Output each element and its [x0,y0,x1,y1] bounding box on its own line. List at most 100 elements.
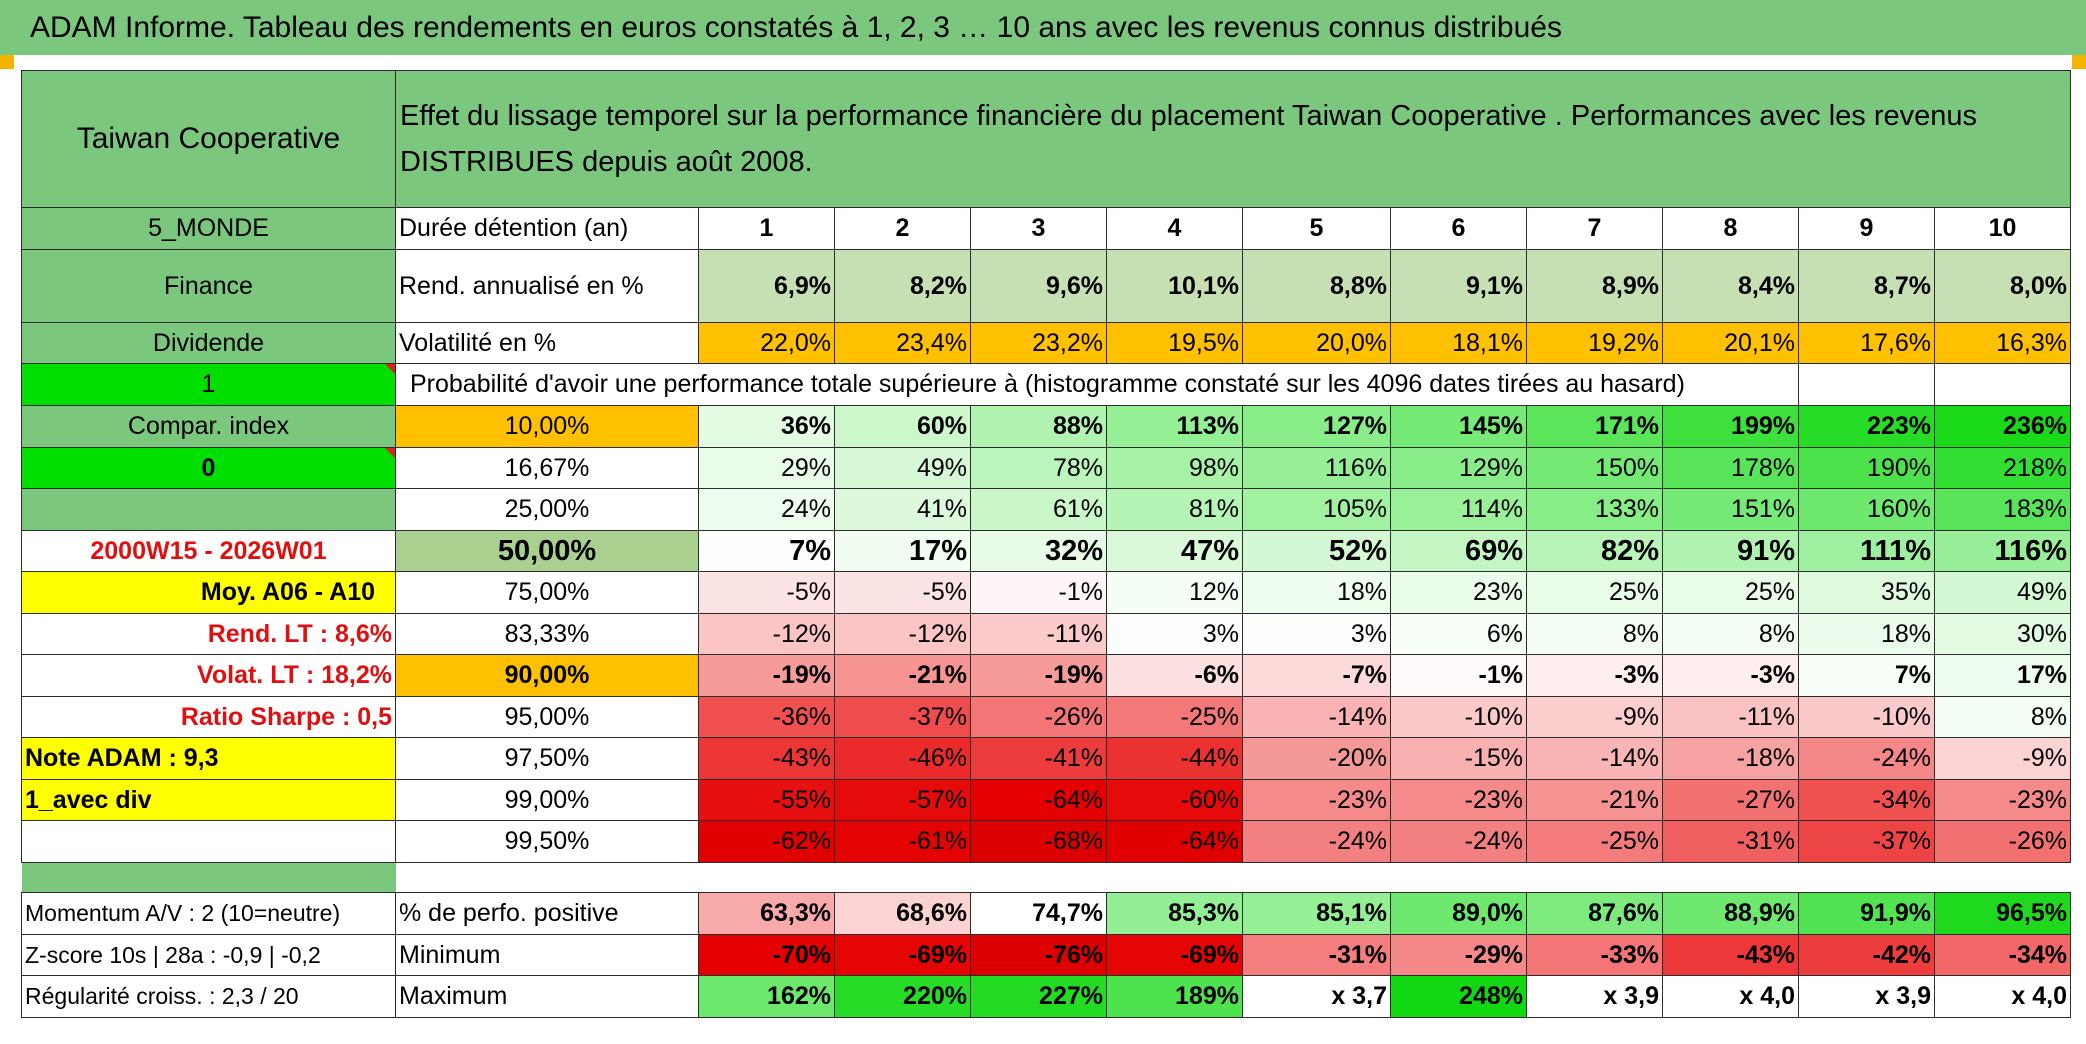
quantile-cell: -6% [1106,654,1243,697]
maximum-cell: x 3,7 [1242,975,1391,1018]
maximum-cell: x 4,0 [1934,975,2071,1018]
quantile-cell: -31% [1662,820,1799,863]
quantile-cell: 236% [1934,405,2071,448]
param-one[interactable]: 1 [21,363,396,406]
minimum-row: Z-score 10s | 28a : -0,9 | -0,2 Minimum … [21,934,2071,976]
volatility-label: Volatilité en % [395,322,699,364]
quantile-label: 99,50% [395,820,699,863]
quantile-cell: -11% [970,613,1107,655]
quantile-cell: 7% [1798,654,1935,697]
quantile-cell: 8% [1662,613,1799,655]
quantile-cell: -23% [1242,779,1391,821]
quantile-cell: 183% [1934,488,2071,531]
quantile-cell: 29% [698,447,835,489]
year-cell: 5 [1242,207,1391,250]
quantile-cell: -7% [1242,654,1391,697]
quantile-cell: 199% [1662,405,1799,448]
positive-cell: 85,3% [1106,892,1243,935]
adam-note-label: Note ADAM : 9,3 [21,737,396,780]
quantile-cell: -10% [1798,696,1935,738]
header-row: Taiwan Cooperative Effet du lissage temp… [21,70,2071,208]
quantile-cell: 25% [1526,571,1663,614]
year-cell: 2 [834,207,971,250]
quantile-cell: 12% [1106,571,1243,614]
quantile-row: Rend. LT : 8,6% 83,33% -12% -12% -11% 3%… [21,613,2071,655]
quantile-label: 50,00% [395,530,699,572]
minimum-cell: -43% [1662,934,1799,976]
quantile-cell: -24% [1242,820,1391,863]
maximum-cell: x 4,0 [1662,975,1799,1018]
quantile-cell: 218% [1934,447,2071,489]
quantile-cell: -19% [698,654,835,697]
quantile-cell: -14% [1242,696,1391,738]
positive-cell: 91,9% [1798,892,1935,935]
quantile-cell: 18% [1798,613,1935,655]
quantile-cell: -5% [698,571,835,614]
volatility-row: Dividende Volatilité en % 22,0% 23,4% 23… [21,322,2071,364]
zone-label: 5_MONDE [21,207,396,250]
positive-cell: 74,7% [970,892,1107,935]
empty-cell [1934,363,2071,406]
corner-marker [2072,55,2086,69]
compar-index-label: Compar. index [21,405,396,448]
year-cell: 6 [1390,207,1527,250]
quantile-cell: 151% [1662,488,1799,531]
type-label: Dividende [21,322,396,364]
volatility-cell: 17,6% [1798,322,1935,364]
quantile-cell: 114% [1390,488,1527,531]
quantile-cell: 23% [1390,571,1527,614]
quantile-cell: 171% [1526,405,1663,448]
positive-cell: 88,9% [1662,892,1799,935]
minimum-label: Minimum [395,934,699,976]
median-row: 2000W15 - 2026W01 50,00% 7% 17% 32% 47% … [21,530,2071,572]
return-cell: 6,9% [698,249,835,323]
quantile-cell: 49% [834,447,971,489]
quantile-cell: -5% [834,571,971,614]
maximum-cell: 162% [698,975,835,1018]
quantile-cell: 223% [1798,405,1935,448]
quantile-cell: -1% [970,571,1107,614]
quantile-cell: -60% [1106,779,1243,821]
volatility-cell: 20,0% [1242,322,1391,364]
quantile-cell: 8% [1934,696,2071,738]
quantile-row: 25,00% 24% 41% 61% 81% 105% 114% 133% 15… [21,488,2071,531]
quantile-cell: 69% [1390,530,1527,572]
volatility-cell: 20,1% [1662,322,1799,364]
fund-name: Taiwan Cooperative [21,70,396,208]
performance-table: Taiwan Cooperative Effet du lissage temp… [21,70,2071,1018]
quantile-cell: -25% [1106,696,1243,738]
quantile-cell: 35% [1798,571,1935,614]
quantile-cell: -44% [1106,737,1243,780]
quantile-cell: 49% [1934,571,2071,614]
volatility-cell: 19,2% [1526,322,1663,364]
report-title: ADAM Informe. Tableau des rendements en … [0,0,2086,55]
quantile-cell: -43% [698,737,835,780]
minimum-cell: -70% [698,934,835,976]
annualized-return-row: Finance Rend. annualisé en % 6,9% 8,2% 9… [21,249,2071,323]
quantile-row: Note ADAM : 9,3 97,50% -43% -46% -41% -4… [21,737,2071,780]
param-zero[interactable]: 0 [21,447,396,489]
quantile-cell: -9% [1934,737,2071,780]
return-cell: 9,6% [970,249,1107,323]
quantile-label: 10,00% [395,405,699,448]
quantile-cell: 47% [1106,530,1243,572]
probability-header-row: 1 Probabilité d'avoir une performance to… [21,363,2071,406]
maximum-row: Régularité croiss. : 2,3 / 20 Maximum 16… [21,975,2071,1018]
quantile-cell: -24% [1390,820,1527,863]
quantile-cell: 41% [834,488,971,531]
quantile-cell: -3% [1526,654,1663,697]
quantile-cell: 82% [1526,530,1663,572]
quantile-cell: 160% [1798,488,1935,531]
maximum-cell: x 3,9 [1798,975,1935,1018]
quantile-cell: 178% [1662,447,1799,489]
maximum-cell: x 3,9 [1526,975,1663,1018]
quantile-cell: 24% [698,488,835,531]
quantile-cell: 8% [1526,613,1663,655]
quantile-cell: 105% [1242,488,1391,531]
minimum-cell: -42% [1798,934,1935,976]
year-cell: 1 [698,207,835,250]
return-cell: 8,9% [1526,249,1663,323]
average-label: Moy. A06 - A10 [21,571,396,614]
empty-cell [1798,363,1935,406]
quantile-cell: -41% [970,737,1107,780]
